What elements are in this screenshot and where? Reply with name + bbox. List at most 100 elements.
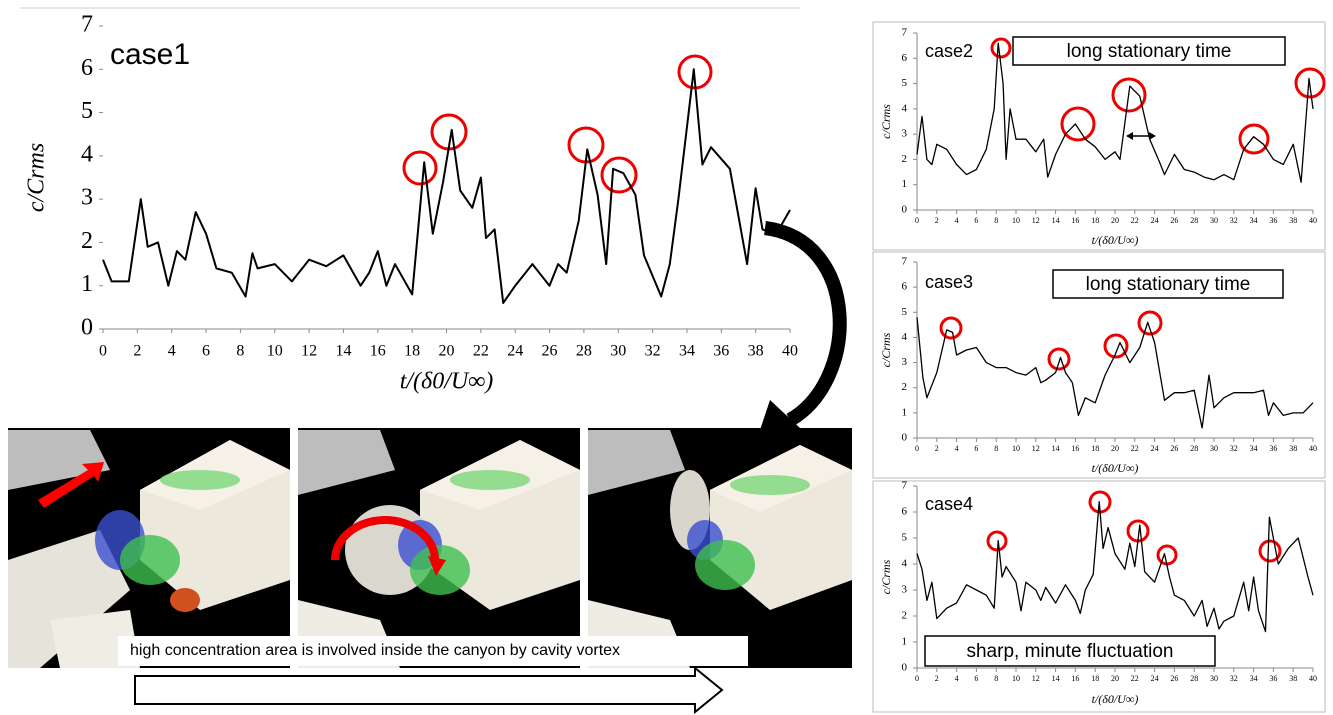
x-tick-label: 28 [1190,216,1198,225]
x-tick-label: 18 [1091,674,1099,683]
x-tick-label: 8 [994,216,998,225]
x-tick-label: 40 [782,343,798,360]
x-tick-label: 0 [99,343,107,360]
x-tick-label: 4 [955,674,959,683]
snapshot [588,428,852,668]
x-tick-label: 28 [1190,444,1198,453]
y-tick-label: 7 [81,12,93,38]
x-tick-label: 38 [1289,674,1297,683]
annotation-box [924,635,1216,667]
x-tick-label: 20 [1111,444,1119,453]
x-tick-label: 20 [1111,216,1119,225]
x-tick-label: 22 [1131,444,1139,453]
x-tick-label: 38 [748,343,764,360]
y-tick-label: 5 [902,77,908,89]
x-tick-label: 8 [994,674,998,683]
x-tick-label: 36 [713,343,729,360]
arrow-head [760,400,800,430]
y-tick-label: 6 [902,506,908,518]
x-axis-label: t/(δ0/U∞) [1092,461,1139,475]
y-tick-label: 4 [902,331,908,343]
x-tick-label: 2 [935,444,939,453]
x-tick-label: 12 [1032,444,1040,453]
x-tick-label: 4 [168,343,176,360]
chart-title: case4 [925,494,973,514]
x-tick-label: 24 [1151,216,1159,225]
y-tick-label: 2 [81,228,93,254]
y-tick-label: 5 [902,532,908,544]
caption-box [118,636,748,666]
x-tick-label: 6 [974,674,978,683]
y-tick-label: 1 [902,406,908,418]
x-tick-label: 16 [370,343,386,360]
data-line [102,68,791,304]
y-axis-label: c/Crms [24,143,50,212]
y-tick-label: 3 [902,584,908,596]
x-tick-label: 6 [974,216,978,225]
annotation: long stationary time [1086,274,1251,295]
y-tick-label: 6 [902,281,908,293]
x-tick-label: 4 [955,216,959,225]
x-tick-label: 40 [1309,216,1317,225]
y-axis-label: c/Crms [879,559,893,594]
x-tick-label: 30 [610,343,626,360]
y-tick-label: 7 [902,480,908,492]
y-tick-label: 1 [902,636,908,648]
x-tick-label: 28 [1190,674,1198,683]
y-tick-label: 2 [902,153,908,165]
x-tick-label: 4 [955,444,959,453]
x-tick-label: 26 [542,343,558,360]
x-tick-label: 22 [473,343,489,360]
y-tick-label: 1 [81,271,93,297]
x-tick-label: 30 [1210,216,1218,225]
y-tick-label: 0 [902,432,908,444]
x-tick-label: 2 [935,674,939,683]
x-tick-label: 30 [1210,674,1218,683]
x-axis-label: t/(δ0/U∞) [400,369,494,395]
x-tick-label: 24 [507,343,523,360]
x-tick-label: 36 [1269,444,1277,453]
y-tick-label: 7 [902,27,908,39]
x-tick-label: 22 [1131,674,1139,683]
y-tick-label: 0 [81,315,93,341]
chart-title: case2 [925,41,973,61]
x-tick-label: 14 [1052,674,1060,683]
x-tick-label: 14 [1052,444,1060,453]
y-tick-label: 0 [902,204,908,216]
x-tick-label: 38 [1289,444,1297,453]
chart-title: case3 [925,272,973,292]
x-tick-label: 2 [935,216,939,225]
x-tick-label: 0 [915,674,919,683]
panel-frame [872,251,1326,479]
x-tick-label: 8 [236,343,244,360]
x-tick-label: 32 [1230,444,1238,453]
x-tick-label: 24 [1151,674,1159,683]
snapshot [8,428,290,668]
snapshots [8,428,852,668]
x-tick-label: 8 [994,444,998,453]
x-tick-label: 32 [1230,674,1238,683]
y-tick-label: 3 [81,185,93,211]
hollow-arrow [134,665,724,715]
data-line [916,500,1314,633]
y-tick-label: 2 [902,381,908,393]
x-tick-label: 34 [679,343,695,360]
x-tick-label: 10 [1012,674,1020,683]
x-tick-label: 38 [1289,216,1297,225]
y-tick-label: 6 [81,55,93,81]
chart-title: case1 [110,38,190,71]
y-tick-label: 4 [902,102,908,114]
x-tick-label: 12 [1032,216,1040,225]
y-tick-label: 6 [902,52,908,64]
y-tick-label: 0 [902,662,908,674]
data-line [916,317,1314,429]
x-tick-label: 34 [1250,216,1258,225]
x-tick-label: 22 [1131,216,1139,225]
x-tick-label: 14 [335,343,351,360]
y-axis-label: c/Crms [879,332,893,367]
y-tick-label: 5 [902,306,908,318]
x-tick-label: 16 [1071,444,1079,453]
x-tick-label: 18 [404,343,420,360]
curved-arrow [763,221,847,427]
